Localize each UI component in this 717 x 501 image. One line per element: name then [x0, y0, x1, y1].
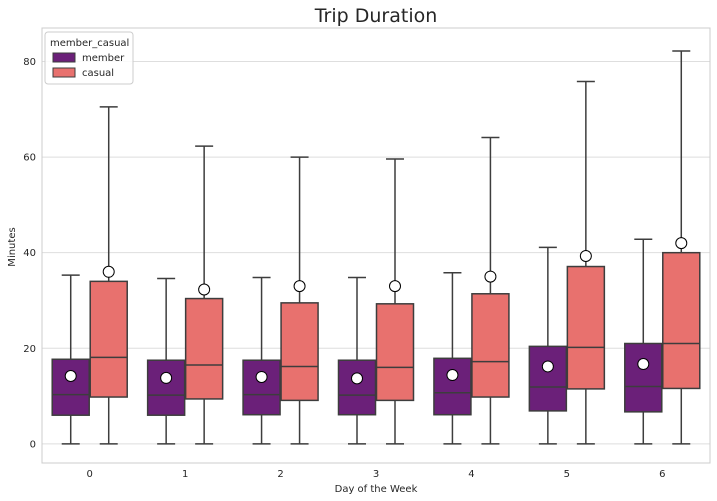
mean-marker	[484, 270, 497, 283]
box-body	[566, 265, 606, 390]
legend-label-casual: casual	[82, 68, 114, 79]
box-member-2	[242, 276, 281, 445]
chart-title: Trip Duration	[314, 5, 438, 27]
mean-marker	[351, 372, 363, 385]
box-member-4	[433, 271, 472, 445]
box-body	[624, 342, 663, 413]
box-member-5	[528, 246, 568, 445]
box-casual-0	[89, 106, 128, 445]
mean-marker	[255, 370, 268, 383]
box-body	[184, 297, 224, 400]
boxes-layer	[51, 50, 701, 445]
box-body	[242, 359, 281, 416]
y-tick-label: 60	[23, 153, 36, 164]
y-tick-label: 80	[23, 57, 36, 68]
box-body	[433, 357, 472, 416]
box-body	[280, 302, 319, 402]
box-body	[471, 293, 510, 398]
plot-area	[41, 27, 711, 464]
mean-marker	[579, 250, 592, 263]
mean-marker	[64, 370, 77, 382]
x-axis-label: Day of the Week	[335, 484, 418, 495]
y-axis-ticks: 0 20 40 60 80	[23, 57, 36, 450]
legend-swatch-member	[52, 52, 76, 63]
box-body	[89, 280, 128, 398]
mean-marker	[102, 265, 115, 278]
x-tick-label: 5	[564, 469, 570, 480]
box-casual-2	[280, 156, 319, 445]
x-tick-label: 0	[87, 469, 93, 480]
y-tick-label: 20	[23, 344, 36, 355]
box-member-1	[146, 277, 186, 445]
mean-marker	[198, 283, 211, 296]
y-tick-label: 40	[23, 248, 36, 259]
box-casual-3	[375, 158, 415, 445]
mean-marker	[446, 369, 459, 382]
box-body	[337, 359, 377, 416]
box-casual-4	[471, 136, 510, 445]
x-tick-label: 2	[277, 469, 283, 480]
x-tick-label: 6	[659, 469, 665, 480]
box-casual-1	[184, 145, 224, 445]
mean-marker	[675, 237, 688, 250]
box-member-0	[51, 274, 90, 445]
box-casual-6	[662, 50, 701, 445]
legend-title: member_casual	[50, 38, 129, 49]
box-casual-5	[566, 80, 606, 445]
y-tick-label: 0	[30, 439, 36, 450]
legend-label-member: member	[82, 53, 125, 64]
mean-marker	[293, 280, 306, 293]
box-body	[528, 345, 568, 412]
x-axis-ticks: 0 1 2 3 4 5 6	[87, 469, 666, 480]
box-body	[662, 251, 701, 390]
box-body	[375, 303, 415, 402]
legend: member_casual member casual	[44, 31, 134, 85]
x-tick-label: 3	[373, 469, 379, 480]
box-member-6	[624, 238, 663, 445]
mean-marker	[637, 358, 650, 371]
mean-marker	[160, 371, 173, 384]
box-body	[51, 358, 90, 416]
x-tick-label: 1	[182, 469, 188, 480]
x-tick-label: 4	[468, 469, 474, 480]
box-member-3	[337, 276, 377, 445]
mean-marker	[541, 360, 554, 373]
box-body	[146, 359, 186, 416]
y-axis-label: Minutes	[7, 227, 18, 266]
mean-marker	[389, 280, 401, 293]
legend-swatch-casual	[52, 67, 76, 78]
